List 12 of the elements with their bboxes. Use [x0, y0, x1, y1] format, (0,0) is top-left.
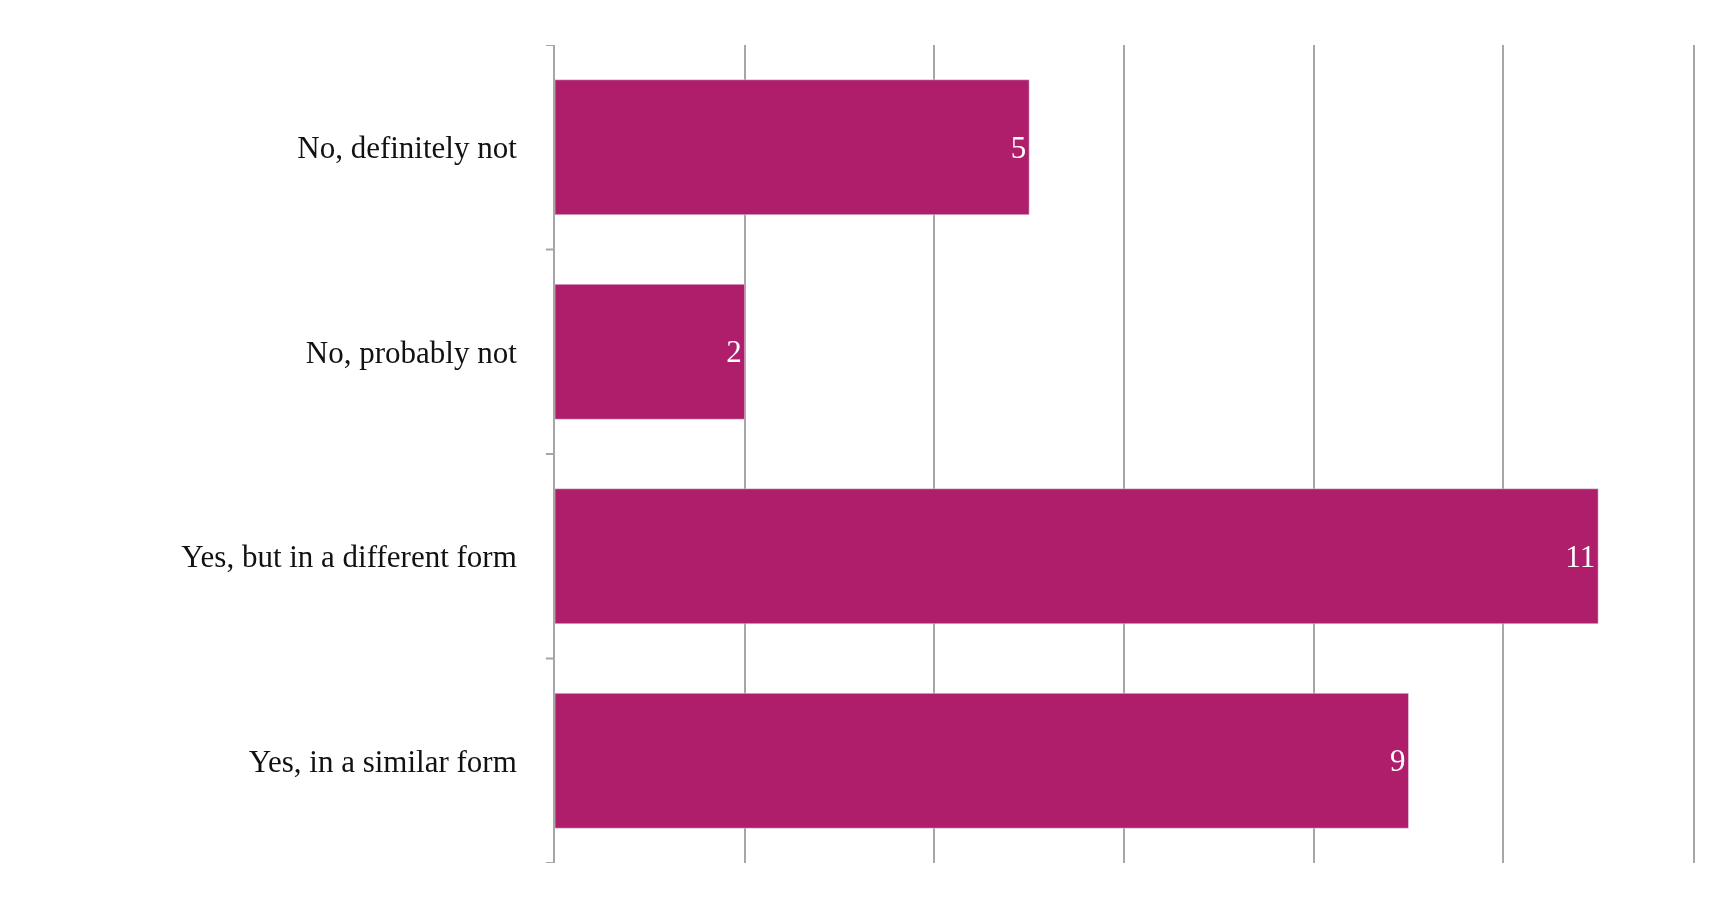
y-tick-label: No, definitely not: [297, 130, 518, 166]
data-label: 2: [726, 334, 742, 370]
data-label: 5: [1010, 129, 1027, 165]
bar: [555, 79, 1030, 215]
data-label: 11: [1565, 538, 1596, 574]
y-tick-label: No, probably not: [305, 334, 518, 370]
y-tick-label: Yes, in a similar form: [248, 743, 517, 779]
bar: [555, 488, 1599, 624]
data-label: 9: [1390, 743, 1406, 779]
bar: [555, 284, 745, 420]
y-tick-label: Yes, but in a different form: [181, 539, 517, 575]
bar: [555, 693, 1409, 829]
